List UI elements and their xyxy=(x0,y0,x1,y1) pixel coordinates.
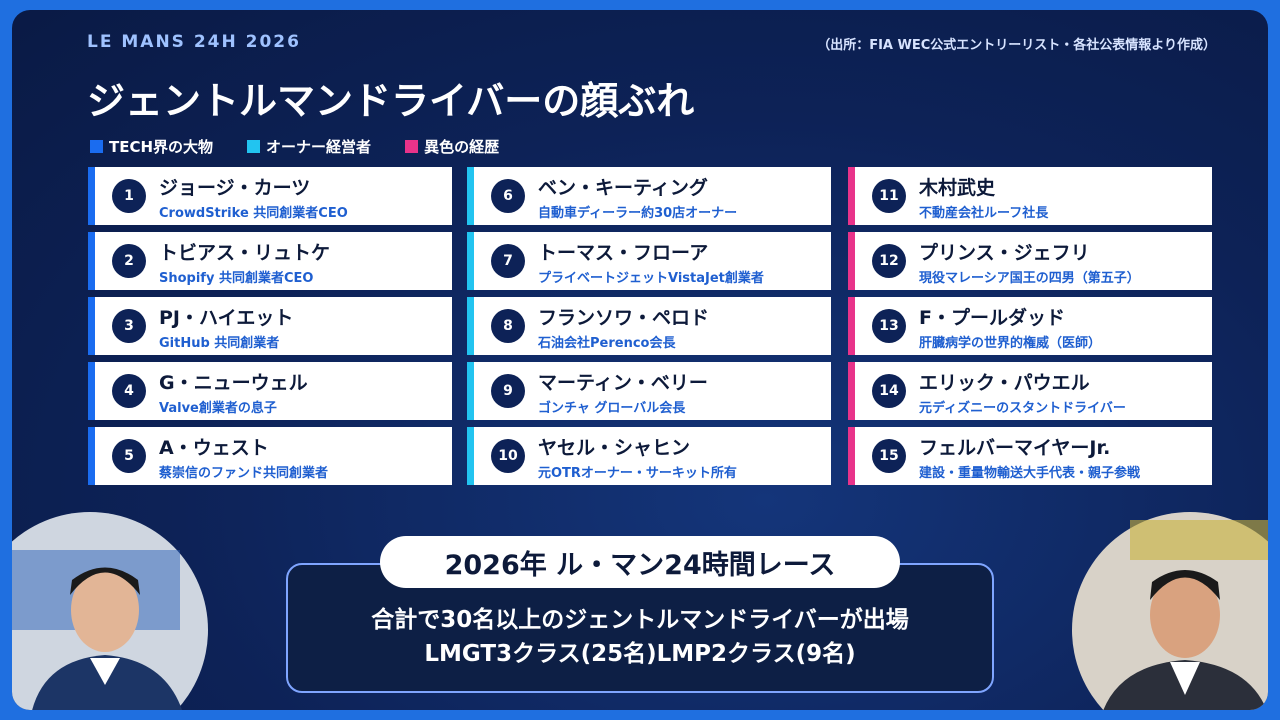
person-name: 木村武史 xyxy=(919,177,996,199)
legend-label: 異色の経歴 xyxy=(424,138,500,156)
person-name: G・ニューウェル xyxy=(159,372,308,394)
card-number: 4 xyxy=(112,374,146,408)
legend-item: オーナー経営者 xyxy=(247,136,371,157)
person-card: 3 PJ・ハイエット GitHub 共同創業者 xyxy=(88,297,452,355)
person-name: ジョージ・カーツ xyxy=(159,177,311,199)
person-card: 4 G・ニューウェル Valve創業者の息子 xyxy=(88,362,452,420)
card-number: 5 xyxy=(112,439,146,473)
card-number: 11 xyxy=(872,179,906,213)
caption-line: 合計で30名以上のジェントルマンドライバーが出場 xyxy=(371,607,909,633)
card-number: 3 xyxy=(112,309,146,343)
card-number: 10 xyxy=(491,439,525,473)
person-desc: 建設・重量物輸送大手代表・親子参戦 xyxy=(919,466,1141,481)
person-card: 10 ヤセル・シャヒン元OTRオーナー・サーキット所有 xyxy=(467,427,831,485)
legend-item: 異色の経歴 xyxy=(405,136,499,157)
caption-line: LMGT3クラス(25名)LMP2クラス(9名) xyxy=(424,641,856,667)
person-desc: Shopify 共同創業者CEO xyxy=(159,271,314,286)
person-name: トビアス・リュトケ xyxy=(159,242,331,264)
panel: LE MANS 24H 2026 （出所：FIA WEC公式エントリーリスト・各… xyxy=(12,10,1268,710)
card-number: 7 xyxy=(491,244,525,278)
person-desc: GitHub 共同創業者 xyxy=(159,336,280,351)
presenter-left xyxy=(12,512,208,710)
card-number: 15 xyxy=(872,439,906,473)
person-card: 5 A・ウェスト蔡崇信のファンド共同創業者 xyxy=(88,427,452,485)
person-card: 6 ベン・キーティング自動車ディーラー約30店オーナー xyxy=(467,167,831,225)
person-desc: 蔡崇信のファンド共同創業者 xyxy=(159,466,329,481)
source-note: （出所：FIA WEC公式エントリーリスト・各社公表情報より作成） xyxy=(817,38,1216,53)
person-card: 2 トビアス・リュトケ Shopify 共同創業者CEO xyxy=(88,232,452,290)
person-name: フェルバーマイヤーJr. xyxy=(919,437,1111,459)
card-number: 2 xyxy=(112,244,146,278)
person-card: 13 F・プールダッド肝臓病学の世界的権威（医師） xyxy=(848,297,1212,355)
title: ジェントルマンドライバーの顔ぶれ xyxy=(87,79,695,123)
person-card: 8 フランソワ・ペロド石油会社Perenco会長 xyxy=(467,297,831,355)
legend-label: TECH界の大物 xyxy=(109,138,214,156)
person-name: F・プールダッド xyxy=(919,307,1065,329)
legend-swatch xyxy=(247,140,261,153)
person-desc: 石油会社Perenco会長 xyxy=(538,336,676,351)
person-desc: 現役マレーシア国王の四男（第五子） xyxy=(919,271,1140,286)
card-number: 1 xyxy=(112,179,146,213)
person-name: フランソワ・ペロド xyxy=(538,307,710,329)
kicker: LE MANS 24H 2026 xyxy=(87,32,301,52)
card-number: 9 xyxy=(491,374,525,408)
card-number: 6 xyxy=(491,179,525,213)
person-name: PJ・ハイエット xyxy=(159,307,294,329)
person-name: エリック・パウエル xyxy=(919,372,1090,394)
person-desc: ゴンチャ グローバル会長 xyxy=(538,401,686,416)
legend-item: TECH界の大物 xyxy=(90,136,213,157)
person-name: トーマス・フローア xyxy=(538,242,709,264)
person-name: ヤセル・シャヒン xyxy=(538,437,691,459)
person-card: 9 マーティン・ベリーゴンチャ グローバル会長 xyxy=(467,362,831,420)
legend-label: オーナー経営者 xyxy=(266,138,372,156)
person-desc: Valve創業者の息子 xyxy=(159,401,277,416)
person-desc: 肝臓病学の世界的権威（医師） xyxy=(919,336,1102,351)
person-desc: CrowdStrike 共同創業者CEO xyxy=(159,206,348,221)
person-card: 11 木村武史不動産会社ルーフ社長 xyxy=(848,167,1212,225)
person-desc: プライベートジェットVistaJet創業者 xyxy=(538,271,764,286)
person-card: 1 ジョージ・カーツ CrowdStrike 共同創業者CEO xyxy=(88,167,452,225)
person-card: 14 エリック・パウエル元ディズニーのスタントドライバー xyxy=(848,362,1212,420)
person-card: 15 フェルバーマイヤーJr. 建設・重量物輸送大手代表・親子参戦 xyxy=(848,427,1212,485)
card-number: 14 xyxy=(872,374,906,408)
person-card: 12 プリンス・ジェフリ現役マレーシア国王の四男（第五子） xyxy=(848,232,1212,290)
legend-swatch xyxy=(405,140,419,153)
person-name: ベン・キーティング xyxy=(538,177,708,199)
caption-title: 2026年 ル・マン24時間レース xyxy=(380,536,900,588)
person-name: A・ウェスト xyxy=(159,437,269,459)
legend: TECH界の大物 オーナー経営者 異色の経歴 xyxy=(90,136,499,157)
card-number: 8 xyxy=(491,309,525,343)
legend-swatch xyxy=(90,140,103,153)
person-desc: 元ディズニーのスタントドライバー xyxy=(919,401,1126,416)
person-desc: 不動産会社ルーフ社長 xyxy=(919,206,1049,221)
person-name: マーティン・ベリー xyxy=(538,372,708,394)
card-number: 13 xyxy=(872,309,906,343)
person-desc: 自動車ディーラー約30店オーナー xyxy=(538,206,738,221)
person-desc: 元OTRオーナー・サーキット所有 xyxy=(538,466,737,481)
card-number: 12 xyxy=(872,244,906,278)
presenter-right xyxy=(1072,512,1268,710)
person-name: プリンス・ジェフリ xyxy=(919,242,1090,264)
person-card: 7 トーマス・フローアプライベートジェットVistaJet創業者 xyxy=(467,232,831,290)
